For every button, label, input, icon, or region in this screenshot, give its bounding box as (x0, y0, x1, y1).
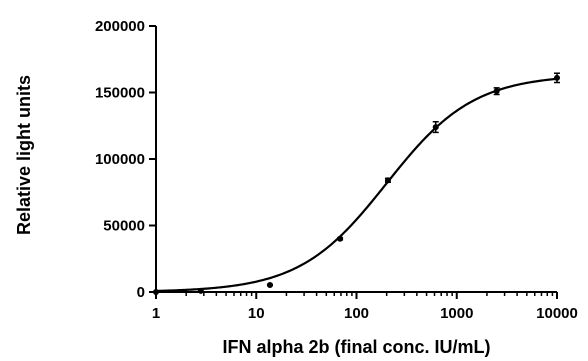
data-point (266, 281, 273, 288)
y-tick-label: 0 (137, 284, 145, 301)
x-tick-label: 100 (344, 305, 369, 322)
x-tick-label: 10000 (536, 305, 578, 322)
y-tick-label: 200000 (95, 18, 145, 35)
data-point (337, 235, 344, 242)
data-point (197, 287, 204, 294)
data-points-layer (153, 72, 560, 295)
data-point (432, 124, 439, 131)
y-axis-title: Relative light units (14, 75, 34, 235)
y-tick-label: 150000 (95, 85, 145, 102)
data-point (493, 88, 500, 95)
x-tick-label: 1 (152, 305, 160, 322)
fit-curve-layer (155, 77, 558, 293)
x-tick-label: 10 (248, 305, 265, 322)
axes: 0 50000 100000 150000 200000 1 10 100 1000 10000 (95, 18, 578, 322)
fit-curve (155, 77, 558, 293)
x-tick-label: 1000 (440, 305, 473, 322)
data-point (153, 289, 159, 295)
y-tick-label: 100000 (95, 151, 145, 168)
data-point (384, 177, 391, 184)
data-point (554, 74, 560, 81)
x-axis-title: IFN alpha 2b (final conc. IU/mL) (222, 337, 490, 357)
y-tick-label: 50000 (103, 218, 145, 235)
